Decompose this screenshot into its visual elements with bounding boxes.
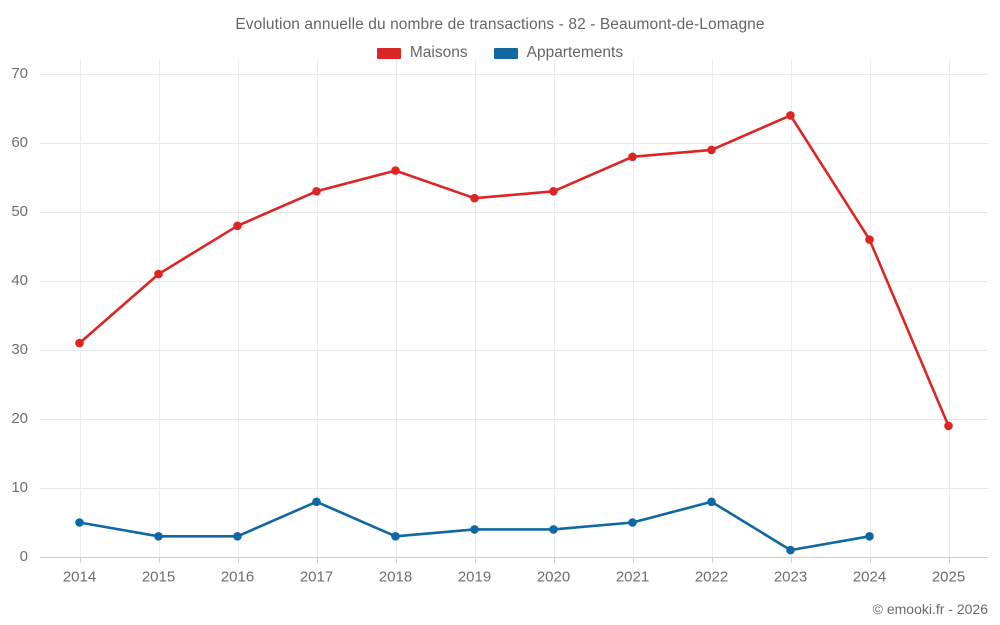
legend-label-maisons: Maisons [409,44,468,61]
data-point-appartements-2021[interactable] [628,518,637,527]
y-axis-tick-label: 30 [11,341,28,358]
legend-item-maisons[interactable]: Maisons [376,44,468,62]
chart-credit: © emooki.fr - 2026 [872,601,988,617]
data-point-maisons-2020[interactable] [549,187,558,196]
x-axis-tick-label: 2025 [932,568,965,585]
data-point-appartements-2022[interactable] [707,497,716,507]
y-axis-tick-label: 20 [11,410,28,427]
x-axis-tick-label: 2019 [458,568,491,585]
data-point-appartements-2015[interactable] [154,532,163,541]
x-axis-tick-label: 2020 [537,568,570,585]
legend-swatch-maisons [376,47,401,59]
data-point-maisons-2016[interactable] [233,221,242,231]
data-point-maisons-2017[interactable] [312,187,321,196]
x-axis-tick-label: 2021 [616,568,649,585]
x-axis-tick-label: 2017 [300,568,333,585]
x-axis-tick-label: 2015 [142,568,175,585]
data-point-appartements-2014[interactable] [75,518,84,527]
x-axis-tick-label: 2024 [853,568,886,585]
y-axis-tick-label: 40 [11,272,28,289]
legend-swatch-appartements [493,47,518,59]
data-point-appartements-2016[interactable] [233,532,242,541]
y-axis-tick-label: 60 [11,134,28,151]
data-point-maisons-2018[interactable] [391,166,400,175]
data-point-appartements-2023[interactable] [786,545,795,555]
series-line-maisons [78,114,950,428]
data-point-appartements-2017[interactable] [312,497,321,507]
data-point-maisons-2024[interactable] [865,235,874,244]
x-axis-tick-label: 2023 [774,568,807,585]
data-point-maisons-2014[interactable] [75,338,84,348]
data-point-appartements-2020[interactable] [549,525,558,534]
y-axis-tick-label: 70 [11,65,28,82]
data-point-maisons-2015[interactable] [154,269,163,279]
data-point-maisons-2019[interactable] [470,193,479,203]
x-axis-tick-label: 2022 [695,568,728,585]
x-axis-tick-label: 2014 [63,568,96,585]
data-point-maisons-2025[interactable] [944,421,953,431]
chart-legend: Maisons Appartements [0,44,1000,62]
data-point-appartements-2018[interactable] [391,532,400,541]
data-point-appartements-2024[interactable] [865,532,874,541]
y-axis-tick-label: 50 [11,203,28,220]
data-point-appartements-2019[interactable] [470,525,479,534]
y-axis-tick-label: 10 [11,479,28,496]
data-point-maisons-2022[interactable] [707,145,716,155]
x-axis-tick-label: 2016 [221,568,254,585]
y-axis-tick-label: 0 [20,548,28,565]
x-axis-tick-label: 2018 [379,568,412,585]
legend-label-appartements: Appartements [526,44,624,61]
legend-item-appartements[interactable]: Appartements [493,44,624,62]
data-point-maisons-2021[interactable] [628,152,637,162]
data-point-maisons-2023[interactable] [786,111,795,120]
chart-title: Evolution annuelle du nombre de transact… [235,16,765,33]
